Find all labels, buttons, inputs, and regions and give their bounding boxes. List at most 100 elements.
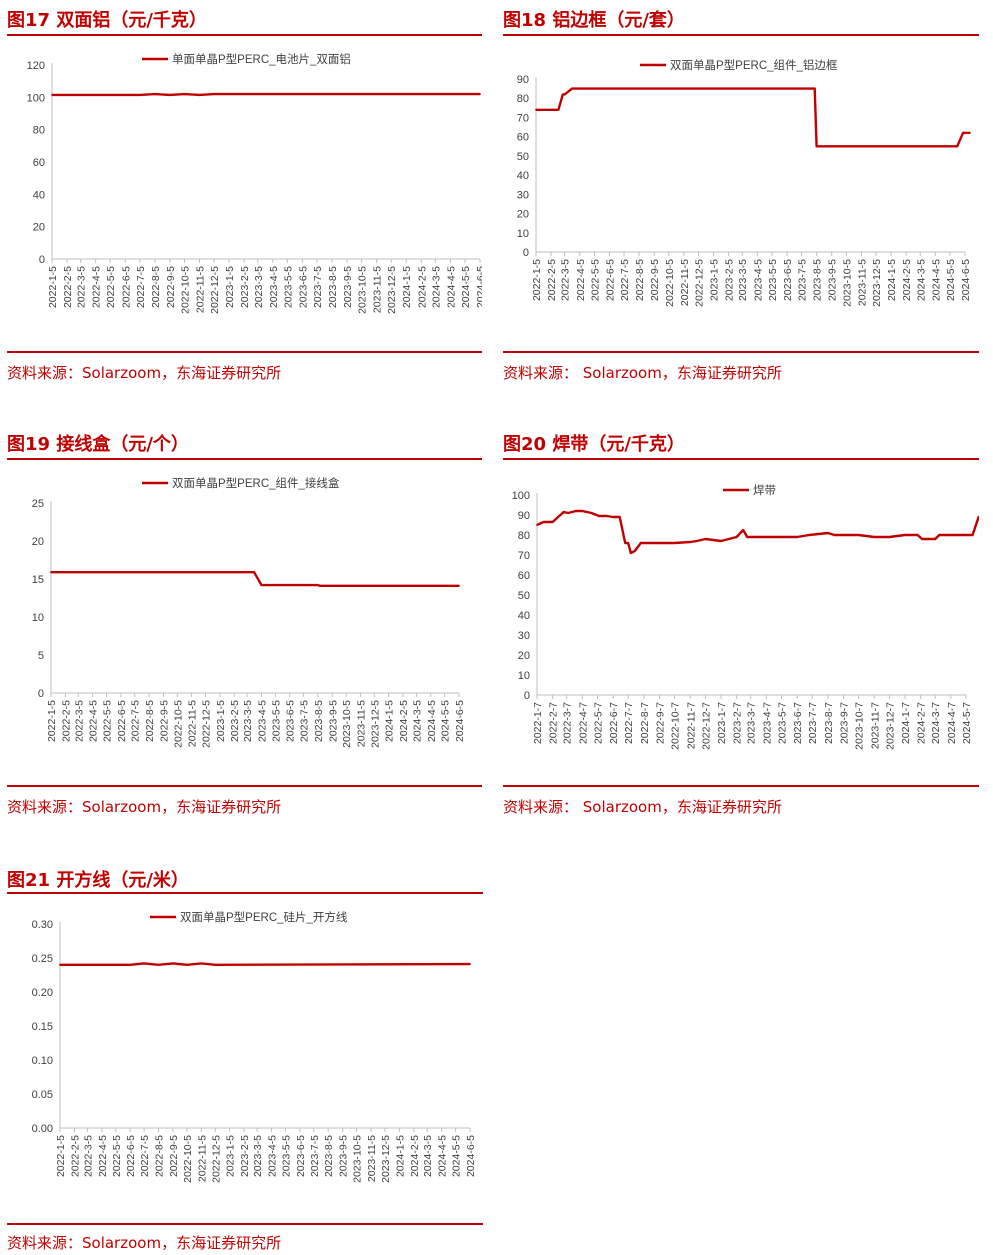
- x-tick-label: 2022-5-5: [105, 266, 117, 308]
- x-tick-label: 2022-8-5: [150, 266, 162, 308]
- data-point: [535, 108, 537, 111]
- x-tick-label: 2023-5-5: [767, 259, 779, 301]
- x-tick-label: 2023-1-5: [225, 1135, 237, 1177]
- x-tick-label: 2023-9-5: [342, 266, 354, 308]
- data-point: [169, 94, 171, 96]
- data-point: [563, 93, 566, 96]
- x-tick-label: 2022-2-5: [69, 1135, 81, 1177]
- x-tick-label: 2023-1-5: [215, 700, 227, 742]
- x-tick-label: 2022-6-5: [604, 259, 616, 301]
- x-tick-label: 2023-3-7: [746, 702, 758, 744]
- data-point: [200, 962, 203, 965]
- x-tick-label: 2023-9-5: [338, 1135, 350, 1177]
- x-tick-label: 2024-3-5: [430, 266, 442, 308]
- x-tick-label: 2023-2-5: [239, 266, 251, 308]
- legend-label: 单面单晶P型PERC_电池片_双面铝: [172, 52, 351, 66]
- x-tick-label: 2024-5-7: [961, 702, 973, 744]
- x-tick-label: 2023-9-5: [827, 259, 839, 301]
- y-tick-label: 40: [518, 610, 530, 622]
- data-point: [157, 963, 160, 966]
- y-tick-label: 0.15: [32, 1021, 53, 1033]
- data-point: [827, 532, 829, 534]
- x-tick-label: 2022-5-5: [102, 700, 114, 742]
- data-point: [567, 512, 570, 514]
- x-tick-label: 2024-6-5: [454, 700, 466, 742]
- x-tick-label: 2022-7-7: [623, 702, 635, 744]
- y-tick-label: 20: [32, 536, 44, 548]
- x-tick-label: 2023-11-5: [366, 1135, 378, 1182]
- x-tick-label: 2024-5-5: [945, 259, 957, 301]
- data-point: [214, 963, 217, 966]
- chart-title: 图21 开方线（元/米）: [7, 870, 189, 891]
- y-tick-label: 100: [27, 92, 45, 104]
- panel-fig19: 图19 接线盒（元/个） 0 5 10 15 20 25 2022-1-5 2022-2-5 2…: [7, 424, 482, 816]
- data-point: [581, 510, 584, 512]
- data-point: [695, 540, 698, 542]
- y-tick-label: 0: [523, 247, 529, 259]
- source-note: 资料来源：Solarzoom，东海证券研究所: [7, 1234, 282, 1252]
- data-point: [624, 542, 627, 544]
- x-tick-label: 2023-8-7: [823, 702, 835, 744]
- source-rule: [503, 785, 979, 787]
- data-point: [813, 87, 816, 90]
- x-tick-label: 2022-10-5: [664, 259, 676, 307]
- panel-fig21: 图21 开方线（元/米） 0.00 0.05 0.10 0.15 0.20 0.25 0.3…: [7, 860, 483, 1255]
- source-rule: [7, 351, 482, 353]
- x-tick-label: 2022-10-5: [182, 1135, 194, 1183]
- x-tick-label: 2023-4-5: [256, 700, 268, 742]
- x-tick-label: 2022-2-7: [548, 702, 560, 744]
- data-point: [198, 94, 201, 96]
- legend-label: 双面单晶P型PERC_组件_接线盒: [172, 476, 340, 490]
- x-tick-label: 2023-3-5: [252, 1135, 264, 1177]
- x-tick-label: 2022-11-5: [679, 259, 691, 306]
- x-tick-label: 2023-5-5: [270, 700, 282, 742]
- y-tick-label: 90: [518, 510, 530, 522]
- x-tick-label: 2024-1-5: [394, 1135, 406, 1177]
- data-point: [765, 536, 768, 538]
- x-tick-label: 2022-3-5: [82, 1135, 94, 1177]
- data-point: [742, 529, 745, 531]
- x-tick-label: 2023-7-5: [309, 1135, 321, 1177]
- y-tick-label: 30: [517, 189, 529, 201]
- data-point: [735, 536, 738, 538]
- y-tick-label: 50: [518, 590, 530, 602]
- y-tick-label: 20: [517, 209, 529, 221]
- data-point: [213, 93, 216, 95]
- x-tick-label: 2022-6-7: [608, 702, 620, 744]
- x-tick-label: 2022-5-7: [592, 702, 604, 744]
- data-point: [704, 538, 707, 540]
- x-tick-label: 2024-3-7: [930, 702, 942, 744]
- x-tick-label: 2022-11-5: [196, 1135, 208, 1182]
- y-tick-label: 0.05: [32, 1089, 53, 1101]
- x-tick-label: 2023-8-5: [812, 259, 824, 301]
- y-tick-label: 50: [517, 151, 529, 163]
- y-tick-label: 70: [518, 550, 530, 562]
- x-tick-label: 2023-7-7: [807, 702, 819, 744]
- x-tick-label: 2022-2-5: [60, 700, 72, 742]
- x-tick-label: 2023-7-5: [312, 266, 324, 308]
- source-note: 资料来源：Solarzoom，东海证券研究所: [7, 798, 282, 816]
- source-rule: [503, 351, 979, 353]
- y-tick-label: 10: [517, 228, 529, 240]
- x-tick-label: 2023-11-7: [869, 702, 881, 749]
- y-tick-label: 70: [517, 112, 529, 124]
- data-point: [857, 534, 860, 536]
- y-tick-label: 60: [518, 570, 530, 582]
- y-tick-label: 0.30: [32, 919, 53, 931]
- x-tick-label: 2023-11-5: [856, 259, 868, 306]
- series-line: [536, 509, 979, 555]
- data-point: [904, 534, 906, 536]
- data-point: [977, 516, 979, 518]
- data-point: [746, 536, 749, 538]
- data-point: [51, 94, 53, 96]
- data-point: [971, 534, 974, 536]
- x-tick-label: 2023-11-5: [372, 266, 384, 313]
- x-tick-label: 2024-4-7: [946, 702, 958, 744]
- data-point: [172, 962, 174, 965]
- x-tick-label: 2022-9-5: [168, 1135, 180, 1177]
- data-point: [916, 534, 919, 536]
- x-tick-label: 2023-12-5: [369, 700, 381, 748]
- x-tick-label: 2024-4-5: [445, 266, 457, 308]
- x-tick-label: 2023-11-5: [355, 700, 367, 747]
